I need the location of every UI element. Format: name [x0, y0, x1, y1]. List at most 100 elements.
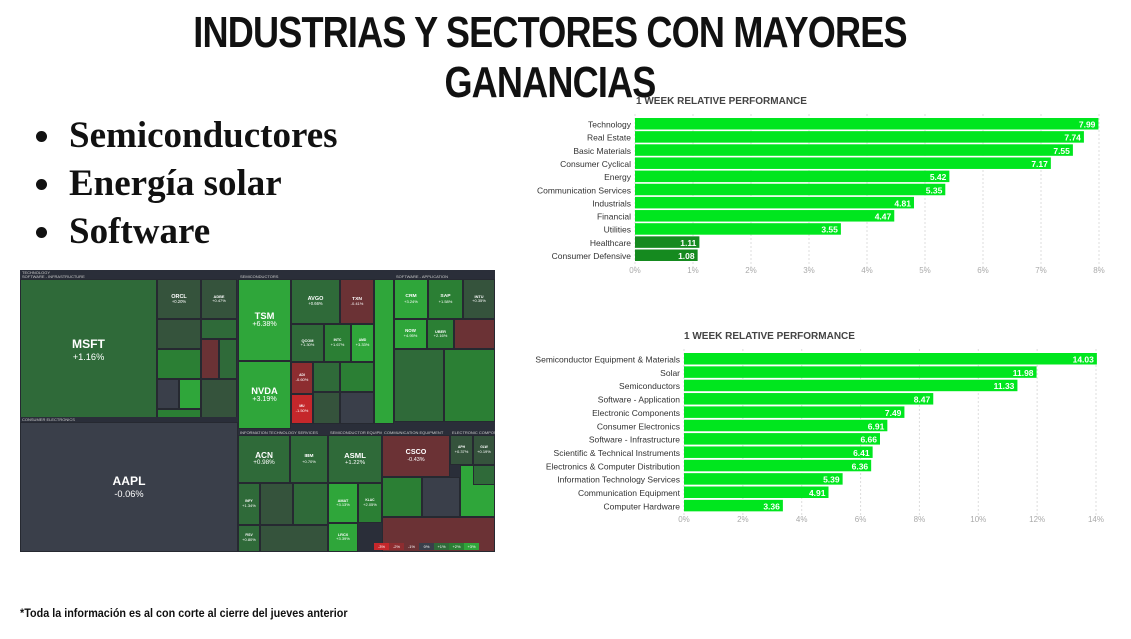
value-label: 4.81 — [894, 198, 911, 208]
tile-change: +1.30% — [300, 341, 315, 347]
category-label: Software - Application — [598, 395, 680, 405]
heatmap-tile-orcl[interactable]: ORCL +0.20% — [157, 279, 201, 319]
category-label: Real Estate — [587, 133, 631, 143]
bullet-dot-icon — [36, 178, 47, 190]
heatmap-filler-tile — [382, 477, 422, 517]
heatmap-tile-uber[interactable]: UBER +2.16% — [427, 319, 454, 349]
heatmap-filler-tile — [260, 525, 328, 552]
bar — [684, 446, 873, 458]
tile-change: +6.38% — [252, 320, 277, 329]
heatmap-tile-crm[interactable]: CRM +3.24% — [394, 279, 428, 319]
heatmap-sector-label: COMMUNICATION EQUIPMENT — [382, 430, 450, 435]
tile-ticker: ORCL — [171, 293, 187, 300]
value-label: 3.36 — [763, 501, 780, 511]
heatmap-tile-tsm[interactable]: TSM +6.38% — [238, 279, 291, 361]
tile-change: -0.06% — [114, 488, 144, 499]
heatmap-tile-now[interactable]: NOW +4.95% — [394, 319, 427, 349]
bar — [635, 131, 1084, 143]
heatmap-tile-klac[interactable]: KLAC +2.05% — [358, 483, 382, 523]
tile-ticker: INTU — [474, 294, 484, 299]
value-label: 11.33 — [994, 381, 1015, 391]
heatmap-filler-tile — [473, 465, 495, 485]
heatmap-tile-qcom[interactable]: QCOM +1.30% — [291, 324, 324, 362]
heatmap-tile-amat[interactable]: AMAT +3.13% — [328, 483, 358, 523]
bullet-dot-icon — [36, 130, 47, 142]
tick-label: 14% — [1088, 515, 1104, 524]
bar — [635, 223, 841, 235]
tile-ticker: ACN — [255, 451, 273, 460]
heatmap-tile-mu[interactable]: MU -1.50% — [291, 394, 313, 424]
bar — [635, 236, 700, 248]
heatmap-tile-csco[interactable]: CSCO -0.43% — [382, 435, 450, 477]
heatmap-tile-msft[interactable]: MSFT +1.16% — [20, 279, 157, 421]
heatmap-tile-ibm[interactable]: IBM +0.70% — [290, 435, 328, 483]
category-label: Electronic Components — [592, 408, 680, 418]
legend-swatch: +3% — [464, 543, 479, 550]
heatmap-tile-adi[interactable]: ADI -0.60% — [291, 362, 313, 394]
page-title: INDUSTRIAS Y SECTORES CON MAYORES GANANC… — [193, 8, 907, 107]
category-label: Electronics & Computer Distribution — [546, 461, 680, 471]
value-label: 14.03 — [1073, 355, 1095, 365]
bar — [635, 249, 698, 261]
category-label: Consumer Defensive — [552, 251, 632, 261]
tile-change: +0.98% — [253, 459, 275, 467]
bar — [684, 379, 1018, 392]
heatmap-filler-tile — [157, 349, 201, 379]
heatmap-tile-acn[interactable]: ACN +0.98% — [238, 435, 290, 483]
heatmap-filler-tile — [394, 349, 444, 422]
heatmap-tile-txn[interactable]: TXN -0.41% — [340, 279, 374, 324]
heatmap-filler-tile — [201, 339, 219, 379]
bar — [684, 433, 880, 445]
heatmap-tile-infy[interactable]: INFY +1.34% — [238, 483, 260, 525]
category-label: Computer Hardware — [603, 501, 680, 511]
tile-ticker: SAP — [440, 294, 451, 300]
heatmap-tile-asml[interactable]: ASML +1.22% — [328, 435, 382, 483]
heatmap-sector-label: CONSUMER ELECTRONICS — [20, 417, 238, 422]
heatmap-tile-adbe[interactable]: ADBE +0.47% — [201, 279, 237, 319]
heatmap-tile-glw[interactable]: GLW +0.19% — [473, 435, 495, 465]
heatmap-filler-tile — [157, 319, 201, 349]
heatmap-tile-avgo[interactable]: AVGO +0.66% — [291, 279, 340, 324]
heatmap-filler-tile — [201, 319, 237, 339]
tile-change: +1.34% — [242, 502, 256, 508]
tile-change: +0.19% — [477, 448, 491, 454]
heatmap-filler-tile — [219, 339, 237, 379]
tile-change: +0.20% — [171, 298, 187, 304]
bullet-dot-icon — [36, 226, 47, 238]
tick-label: 2% — [745, 266, 757, 275]
tick-label: 0% — [629, 266, 641, 275]
heatmap-tile-amd[interactable]: AMD +3.33% — [351, 324, 374, 362]
tile-ticker: MSFT — [72, 337, 105, 352]
heatmap-legend: -3% -2% -1% 0% +1% +2% +3% — [374, 543, 479, 550]
bullet-text: Energía solar — [69, 163, 282, 204]
heatmap-tile-intu[interactable]: INTU +0.35% — [463, 279, 495, 319]
heatmap-tile-aph[interactable]: APH +0.37% — [450, 435, 473, 465]
heatmap-tile-sap[interactable]: SAP +1.58% — [428, 279, 463, 319]
bullet-list: Semiconductores Energía solar Software — [36, 112, 338, 256]
value-label: 6.41 — [853, 448, 870, 458]
heatmap-tile-lrcx[interactable]: LRCX +3.39% — [328, 523, 358, 552]
tile-ticker: INTC — [333, 337, 342, 342]
tile-ticker: UBER — [435, 329, 446, 334]
heatmap-tile-aapl[interactable]: AAPL -0.06% — [20, 422, 238, 552]
heatmap-tile-intc[interactable]: INTC +1.67% — [324, 324, 351, 362]
tile-change: +4.95% — [403, 333, 418, 339]
bar — [635, 170, 950, 183]
category-label: Consumer Cyclical — [560, 159, 631, 169]
tile-ticker: NVDA — [251, 385, 278, 396]
heatmap-tile-fisv[interactable]: FISV +0.80% — [238, 525, 260, 552]
heatmap-tile-nvda[interactable]: NVDA +3.19% — [238, 361, 291, 429]
bar — [635, 196, 914, 209]
bar — [635, 118, 1099, 130]
tile-ticker: AVGO — [307, 296, 324, 303]
heatmap-sector-label: SEMICONDUCTORS — [238, 274, 392, 279]
bar — [684, 393, 934, 405]
tile-change: +0.35% — [472, 297, 486, 303]
bar — [684, 459, 872, 472]
value-label: 7.99 — [1079, 120, 1096, 130]
tile-ticker: CSCO — [405, 448, 427, 457]
tile-ticker: ASML — [344, 450, 366, 460]
tile-change: +2.05% — [363, 501, 377, 507]
category-label: Communication Services — [537, 185, 631, 195]
tick-label: 8% — [1093, 266, 1105, 275]
